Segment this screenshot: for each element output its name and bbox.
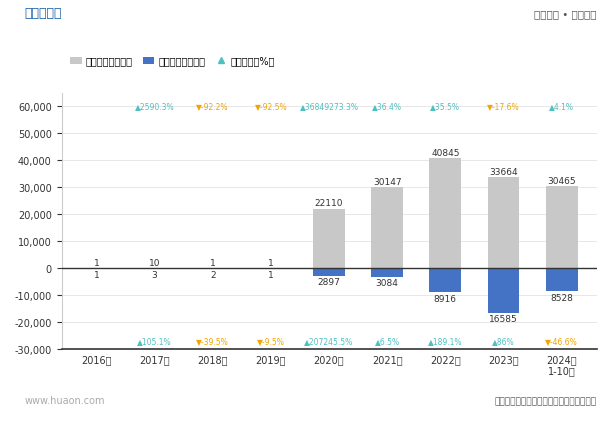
Bar <box>429 269 461 293</box>
Bar <box>371 269 403 277</box>
Text: 3: 3 <box>152 270 157 279</box>
Text: 8916: 8916 <box>434 294 457 303</box>
Text: 22110: 22110 <box>315 199 343 208</box>
Text: ▼-9.5%: ▼-9.5% <box>257 336 285 345</box>
Text: 33664: 33664 <box>489 168 518 177</box>
Bar <box>313 209 345 269</box>
Text: 专业严谨 • 客观科学: 专业严谨 • 客观科学 <box>534 9 597 19</box>
Text: ▲86%: ▲86% <box>492 336 515 345</box>
Text: ▲36.4%: ▲36.4% <box>372 102 402 111</box>
Bar <box>546 187 577 269</box>
Text: 2: 2 <box>210 270 215 279</box>
Text: ▲105.1%: ▲105.1% <box>137 336 172 345</box>
Text: 10: 10 <box>149 258 161 267</box>
Text: 1: 1 <box>268 258 274 267</box>
Text: 3084: 3084 <box>376 278 399 287</box>
Text: 16585: 16585 <box>489 314 518 324</box>
Text: ▼-39.5%: ▼-39.5% <box>196 336 229 345</box>
Bar <box>371 187 403 269</box>
Bar <box>488 269 520 313</box>
Text: ▼-17.6%: ▼-17.6% <box>487 102 520 111</box>
Text: 数据来源：中国海关，华经产业研究院整理: 数据来源：中国海关，华经产业研究院整理 <box>494 396 597 405</box>
Text: ▲207245.5%: ▲207245.5% <box>304 336 354 345</box>
Text: ▲35.5%: ▲35.5% <box>430 102 461 111</box>
Text: ▲36849273.3%: ▲36849273.3% <box>300 102 359 111</box>
Text: ▼-92.5%: ▼-92.5% <box>255 102 287 111</box>
Text: 1: 1 <box>93 258 99 267</box>
Text: 1: 1 <box>268 270 274 279</box>
Legend: 出口额（千美元）, 进口额（千美元）, 同比增长（%）: 出口额（千美元）, 进口额（千美元）, 同比增长（%） <box>66 52 279 70</box>
Text: 30465: 30465 <box>547 176 576 185</box>
Bar <box>546 269 577 291</box>
Text: ▲189.1%: ▲189.1% <box>428 336 462 345</box>
Text: 40845: 40845 <box>431 148 459 157</box>
Text: ▼-46.6%: ▼-46.6% <box>546 336 578 345</box>
Text: 2897: 2897 <box>317 278 341 287</box>
Bar <box>313 269 345 276</box>
Text: www.huaon.com: www.huaon.com <box>25 395 105 406</box>
Bar <box>429 159 461 269</box>
Text: ▲2590.3%: ▲2590.3% <box>135 102 175 111</box>
Text: 1: 1 <box>93 270 99 279</box>
Text: ▼-92.2%: ▼-92.2% <box>196 102 229 111</box>
Text: 2016-2024年10月六安经济技术开发区(境内目的地/货源地)进、出口额: 2016-2024年10月六安经济技术开发区(境内目的地/货源地)进、出口额 <box>132 43 483 59</box>
Text: 华经情报网: 华经情报网 <box>25 7 62 20</box>
Bar <box>488 178 520 269</box>
Text: ▲6.5%: ▲6.5% <box>375 336 400 345</box>
Text: 1: 1 <box>210 258 216 267</box>
Text: 30147: 30147 <box>373 177 402 186</box>
Text: ▲4.1%: ▲4.1% <box>549 102 574 111</box>
Text: 8528: 8528 <box>550 293 573 302</box>
